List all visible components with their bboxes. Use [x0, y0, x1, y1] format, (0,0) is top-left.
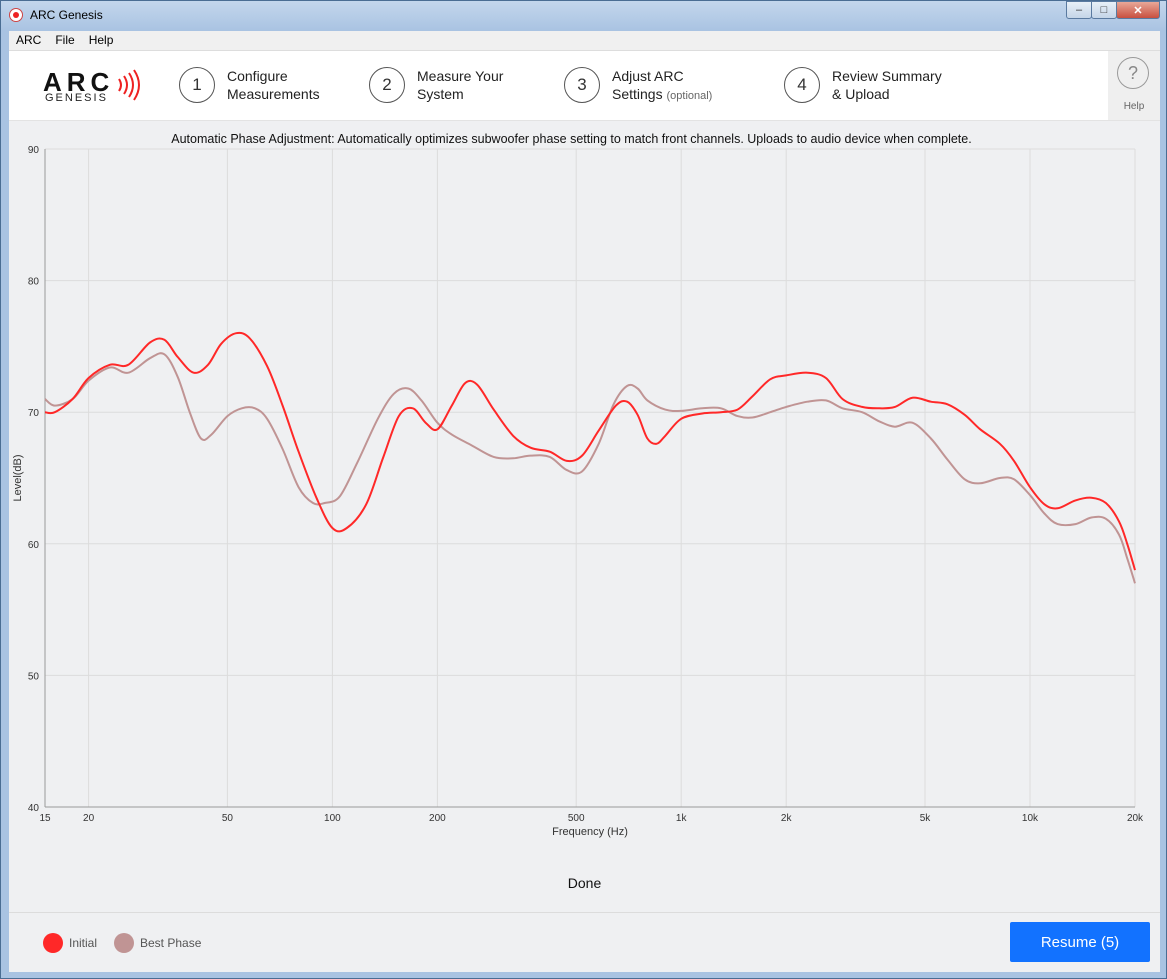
legend-initial-swatch	[43, 933, 63, 953]
x-tick-label: 500	[568, 813, 585, 824]
maximize-button[interactable]: □	[1091, 1, 1117, 19]
help-label: Help	[1123, 101, 1145, 112]
menu-file[interactable]: File	[55, 33, 75, 47]
y-tick-label: 70	[28, 408, 40, 419]
minimize-button[interactable]: ‒	[1066, 1, 1092, 19]
x-tick-label: 10k	[1022, 813, 1039, 824]
step-label: Adjust ARC Settings (optional)	[612, 67, 712, 105]
x-tick-label: 200	[429, 813, 446, 824]
x-tick-label: 5k	[920, 813, 932, 824]
x-axis-label: Frequency (Hz)	[552, 826, 628, 838]
y-tick-label: 90	[28, 145, 40, 156]
x-tick-label: 1k	[676, 813, 688, 824]
close-button[interactable]: ✕	[1116, 1, 1160, 19]
series-line-best-phase	[44, 352, 1136, 584]
step-label-line2: & Upload	[832, 86, 890, 102]
step-number: 2	[369, 67, 405, 103]
title-bar[interactable]: ARC Genesis ‒ □ ✕	[1, 1, 1166, 31]
resume-button[interactable]: Resume (5)	[1010, 922, 1150, 962]
x-tick-label: 50	[222, 813, 234, 824]
menu-bar: ARC File Help	[9, 31, 1160, 51]
step-number: 4	[784, 67, 820, 103]
menu-arc[interactable]: ARC	[16, 33, 42, 47]
logo-arc-text: ARC	[43, 67, 115, 97]
help-icon: ?	[1117, 57, 1149, 89]
step-label: Configure Measurements	[227, 67, 320, 103]
plot-area	[45, 149, 1135, 807]
status-text: Done	[567, 875, 602, 891]
logo-genesis-text: GENESIS	[45, 92, 108, 104]
footer-bar: Initial Best Phase Resume (5)	[9, 912, 1160, 972]
x-tick-label: 100	[324, 813, 341, 824]
step-label-line1: Adjust ARC	[612, 68, 684, 84]
y-tick-label: 80	[28, 277, 40, 288]
legend-best-phase-swatch	[114, 933, 134, 953]
step-number: 3	[564, 67, 600, 103]
x-tick-label: 2k	[781, 813, 793, 824]
arc-genesis-logo: ARC GENESIS	[43, 67, 153, 107]
step-label-line1: Configure	[227, 68, 288, 84]
window-controls: ‒ □ ✕	[1066, 1, 1160, 21]
series-line-initial	[44, 331, 1136, 571]
frequency-response-chart: 15 20 50 100 200 500 1k 2k 5k 10k 20k 40 50 60 70 80 90 F…	[12, 145, 1144, 838]
legend-initial-label: Initial	[69, 936, 98, 950]
phase-adjustment-description: Automatic Phase Adjustment: Automaticall…	[171, 132, 972, 146]
y-tick-label: 50	[28, 671, 40, 682]
wizard-header: ARC GENESIS 1 Configure Measurements 2	[9, 51, 1160, 121]
step-number: 1	[179, 67, 215, 103]
sound-waves-icon	[118, 69, 140, 101]
step-label-line2: Settings	[612, 86, 663, 102]
window-title: ARC Genesis	[30, 8, 103, 22]
menu-help[interactable]: Help	[88, 33, 114, 47]
help-button[interactable]: ? Help	[1108, 51, 1160, 120]
y-tick-label: 60	[28, 540, 40, 551]
x-tick-label: 15	[39, 813, 51, 824]
step-label: Review Summary & Upload	[832, 67, 942, 103]
legend-best-phase-label: Best Phase	[140, 936, 202, 950]
step-label-line1: Review Summary	[832, 68, 942, 84]
step-label: Measure Your System	[417, 67, 503, 103]
step-optional-note: (optional)	[666, 90, 713, 102]
app-icon[interactable]	[9, 8, 23, 22]
client-area: ARC File Help ARC GENESIS 1 Configure Me	[9, 31, 1160, 972]
x-tick-label: 20k	[1127, 813, 1144, 824]
step-label-line2: Measurements	[227, 86, 320, 102]
legend-best-phase: Best Phase	[114, 933, 201, 953]
x-tick-label: 20	[83, 813, 95, 824]
legend-initial: Initial	[43, 933, 97, 953]
step-label-line1: Measure Your	[417, 68, 504, 84]
step-label-line2: System	[417, 86, 464, 102]
y-tick-label: 40	[28, 803, 40, 814]
y-axis-label: Level(dB)	[12, 454, 24, 501]
